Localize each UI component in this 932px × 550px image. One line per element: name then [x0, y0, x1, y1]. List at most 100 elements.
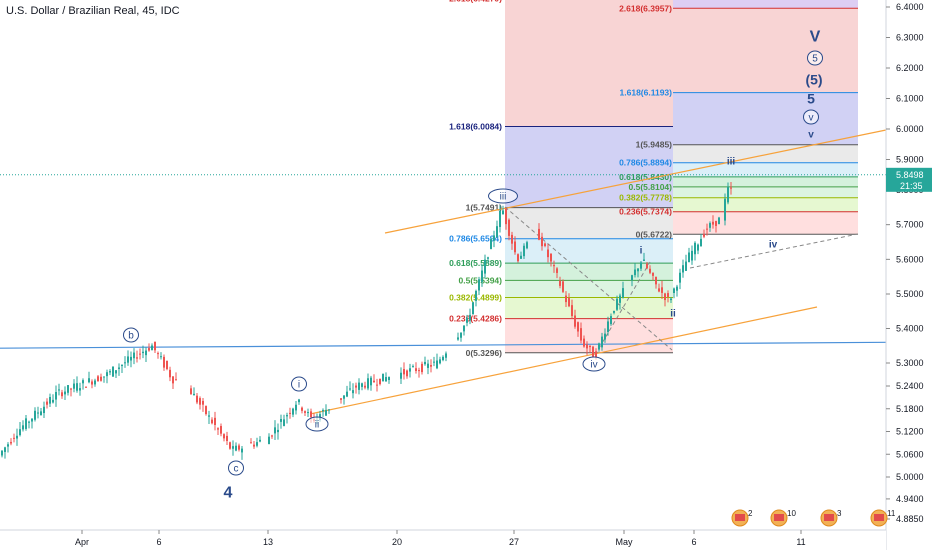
fib-right-zone	[673, 162, 858, 177]
fib-left-zone	[505, 297, 673, 319]
candle	[436, 360, 438, 369]
candle	[259, 439, 261, 442]
candle	[232, 446, 234, 449]
candle	[427, 363, 429, 368]
candle	[37, 412, 39, 414]
candle	[385, 377, 387, 382]
candle	[31, 418, 33, 422]
candle	[610, 316, 612, 325]
candle	[190, 388, 192, 395]
y-tick-label: 6.1000	[896, 94, 924, 104]
candle	[13, 437, 15, 439]
y-tick-label: 5.7000	[896, 220, 924, 230]
candle	[442, 356, 444, 361]
candle	[466, 317, 468, 323]
wave-label: b	[128, 331, 134, 342]
y-tick-label: 5.6000	[896, 254, 924, 264]
fib-level-label: 0.786(5.6594)	[449, 234, 502, 244]
candle	[676, 286, 678, 291]
y-tick-label: 5.4000	[896, 324, 924, 334]
price-axis[interactable]	[886, 0, 932, 550]
y-tick-label: 6.4000	[896, 2, 924, 12]
fib-level-label: 2.618(6.4279)	[449, 0, 502, 3]
candle	[718, 217, 720, 225]
fib-left-zone	[505, 318, 673, 353]
wave-label: c	[234, 464, 239, 475]
candle	[409, 368, 411, 372]
candle	[52, 399, 54, 403]
candle	[415, 368, 417, 371]
x-tick-label: 13	[263, 537, 273, 547]
fib-right-zone	[673, 144, 858, 163]
wave-label: (5)	[805, 72, 822, 88]
event-count: 11	[887, 509, 896, 518]
wave-label: iii	[500, 192, 507, 203]
wave-label-circle	[291, 376, 307, 392]
x-tick-label: May	[615, 537, 633, 547]
candle	[604, 333, 606, 340]
candle	[457, 337, 459, 340]
fib-right-zone	[673, 211, 858, 235]
candle	[487, 257, 489, 259]
candle	[241, 448, 243, 453]
event-flag-icon	[735, 514, 745, 521]
y-tick-label: 6.3000	[896, 33, 924, 43]
event-count: 3	[837, 509, 842, 518]
candle	[406, 370, 408, 377]
candle	[175, 379, 177, 381]
candle	[517, 254, 519, 262]
candle	[361, 383, 363, 387]
event-flag-icon	[824, 514, 834, 521]
candle	[586, 344, 588, 349]
y-tick-label: 4.8850	[896, 514, 924, 524]
x-tick-label: 6	[156, 537, 161, 547]
wave-label-circle	[803, 109, 819, 125]
candle	[277, 429, 279, 433]
time-axis[interactable]	[0, 530, 886, 550]
candle	[352, 390, 354, 394]
candle	[571, 305, 573, 317]
candle	[376, 384, 378, 386]
fib-left-zone	[505, 238, 673, 264]
fib-level-label: 2.618(6.3957)	[619, 3, 672, 13]
candle	[412, 366, 414, 368]
candle	[556, 268, 558, 273]
candle	[268, 436, 270, 445]
candle	[73, 383, 75, 389]
fib-left-zone	[505, 207, 673, 239]
candle	[205, 406, 207, 415]
candle	[328, 409, 330, 411]
candle	[658, 288, 660, 292]
chart-title: U.S. Dollar / Brazilian Real, 45, IDC	[6, 5, 180, 17]
fib-level-label: 0.236(5.7374)	[619, 207, 672, 217]
candle	[670, 298, 672, 301]
candle	[655, 276, 657, 285]
candle	[400, 372, 402, 379]
candle	[418, 370, 420, 372]
candle	[502, 210, 504, 215]
candle	[22, 425, 24, 430]
wave-label-circle	[228, 460, 244, 476]
candle	[28, 421, 30, 423]
candle	[127, 356, 129, 363]
candle	[541, 236, 543, 247]
candle	[304, 411, 306, 413]
candle	[346, 391, 348, 397]
candle	[379, 378, 381, 385]
dashed-projection-line	[504, 206, 673, 351]
wave-label: v	[809, 113, 814, 124]
wave-label-circle	[807, 50, 823, 66]
wave-label-circle	[488, 188, 518, 204]
x-tick-label: 20	[392, 537, 402, 547]
candle	[256, 442, 258, 446]
candle	[445, 353, 447, 358]
fib-right-zone	[673, 0, 858, 9]
candle	[76, 383, 78, 391]
candle	[697, 244, 699, 251]
candle	[568, 298, 570, 307]
candle	[493, 235, 495, 241]
candle	[616, 298, 618, 310]
candle	[283, 419, 285, 426]
x-tick-label: 27	[509, 537, 519, 547]
